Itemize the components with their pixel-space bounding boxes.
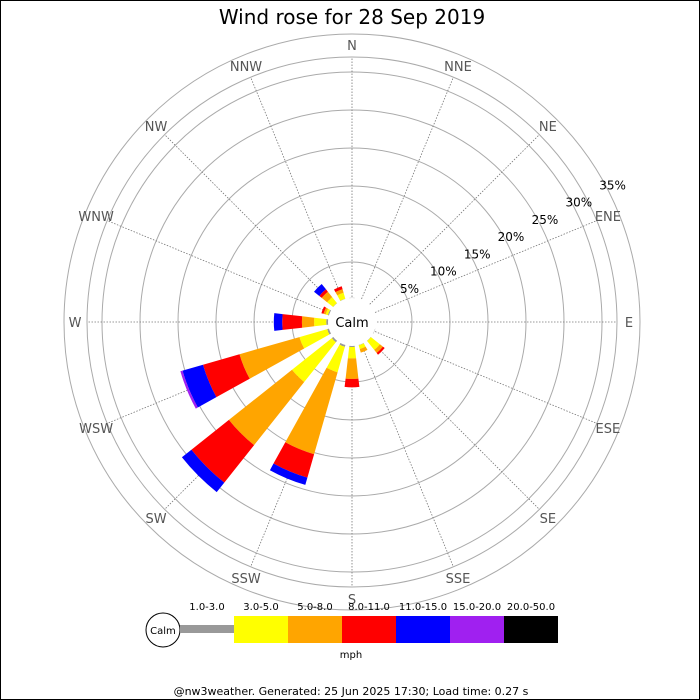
petal-ssw-bin-4 bbox=[269, 463, 308, 485]
dir-label-sse: SSE bbox=[446, 572, 471, 587]
legend-swatch-2 bbox=[288, 616, 342, 643]
petal-s-bin-3 bbox=[344, 378, 360, 388]
petal-wnw-bin-2 bbox=[323, 307, 329, 315]
legend-label-5: 15.0-20.0 bbox=[453, 602, 501, 613]
legend-unit-label: mph bbox=[340, 650, 362, 661]
petal-wnw-bin-1 bbox=[325, 308, 331, 316]
direction-labels: N NNE NE ENE E ESE SE SSE S SSW SW WSW W WNW NW NNW bbox=[69, 39, 634, 608]
dir-label-nne: NNE bbox=[444, 60, 472, 75]
petal-se-bin-3 bbox=[376, 346, 385, 355]
petal-sw-bin-4 bbox=[181, 449, 225, 493]
legend-label-1: 3.0-5.0 bbox=[243, 602, 278, 613]
petal-sw-bin-2 bbox=[228, 369, 305, 446]
petal-w-bin-4 bbox=[273, 313, 283, 331]
ring-label-15: 15% bbox=[464, 247, 491, 261]
dir-label-nnw: NNW bbox=[230, 60, 262, 75]
dir-label-s: S bbox=[348, 593, 356, 608]
petal-sse-bin-2 bbox=[359, 346, 368, 353]
chart-title: Wind rose for 28 Sep 2019 bbox=[219, 5, 485, 29]
ring-label-10: 10% bbox=[430, 265, 457, 279]
petal-sw-bin-1 bbox=[292, 338, 336, 382]
dir-label-wsw: WSW bbox=[79, 422, 113, 437]
dir-label-ene: ENE bbox=[595, 210, 621, 225]
legend-label-4: 11.0-15.0 bbox=[399, 602, 447, 613]
dir-label-w: W bbox=[69, 316, 82, 331]
ring-label-5: 5% bbox=[400, 282, 419, 296]
ring-label-20: 20% bbox=[498, 230, 525, 244]
legend-items: 1.0-3.0 3.0-5.0 5.0-8.0 8.0-11.0 11.0-15.0 15… bbox=[180, 602, 558, 643]
dir-label-e: E bbox=[625, 316, 633, 331]
ring-20 bbox=[177, 147, 527, 497]
petal-nw-bin-3 bbox=[319, 289, 328, 298]
petal-se-bin-1 bbox=[367, 337, 380, 350]
petal-wsw-bin-5 bbox=[180, 370, 198, 409]
dir-label-nw: NW bbox=[145, 120, 168, 135]
ring-label-25: 25% bbox=[532, 213, 559, 227]
ring-label-30: 30% bbox=[565, 196, 592, 210]
petal-sse-bin-1 bbox=[358, 343, 366, 349]
petal-wsw-bin-3 bbox=[203, 354, 250, 398]
dir-label-sw: SW bbox=[146, 512, 167, 527]
petal-ssw-bin-1 bbox=[326, 344, 345, 373]
dir-label-ese: ESE bbox=[596, 422, 621, 437]
petal-wsw-bin-4 bbox=[182, 364, 217, 408]
legend-label-2: 5.0-8.0 bbox=[297, 602, 332, 613]
calm-label: Calm bbox=[335, 316, 368, 331]
petal-sw-bin-3 bbox=[191, 419, 255, 483]
dir-label-ne: NE bbox=[539, 120, 557, 135]
ring-35 bbox=[63, 33, 641, 611]
petal-w-bin-3 bbox=[282, 314, 303, 330]
spoke-se bbox=[367, 337, 540, 510]
petal-wsw-bin-2 bbox=[239, 337, 305, 379]
spoke-ne bbox=[367, 134, 540, 307]
petal-s-bin-2 bbox=[345, 358, 359, 379]
petal-nnw-bin-1 bbox=[337, 292, 346, 301]
petal-nw-bin-2 bbox=[321, 291, 333, 303]
petal-nnw-bin-2 bbox=[335, 289, 344, 296]
wind-petals bbox=[180, 284, 385, 493]
petal-nw-bin-4 bbox=[314, 284, 326, 296]
legend-swatch-6 bbox=[504, 616, 558, 643]
spoke-nw bbox=[164, 134, 337, 307]
dir-label-wnw: WNW bbox=[78, 210, 114, 225]
footer-text: @nw3weather. Generated: 25 Jun 2025 17:3… bbox=[174, 685, 529, 698]
petal-nnw-bin-3 bbox=[334, 286, 343, 293]
ring-label-35: 35% bbox=[599, 178, 626, 192]
ring-outer bbox=[86, 56, 618, 588]
petal-nw-bin-1 bbox=[327, 297, 337, 307]
legend-calm-label: Calm bbox=[150, 626, 176, 637]
calm-circle bbox=[328, 298, 376, 346]
legend-swatch-4 bbox=[396, 616, 450, 643]
petal-w-bin-1 bbox=[314, 317, 327, 327]
petal-wsw-bin-1 bbox=[299, 329, 330, 349]
ring-labels: 5% 10% 15% 20% 25% 30% 35% bbox=[400, 178, 626, 295]
speed-legend: Calm 1.0-3.0 3.0-5.0 5.0-8.0 8.0-11.0 11.0-1… bbox=[145, 602, 558, 661]
dir-label-n: N bbox=[347, 39, 357, 54]
legend-swatch-1 bbox=[234, 616, 288, 643]
legend-swatch-3 bbox=[342, 616, 396, 643]
petal-s-bin-1 bbox=[347, 346, 357, 359]
petal-se-bin-2 bbox=[374, 344, 383, 353]
dir-label-se: SE bbox=[540, 512, 556, 527]
petal-wnw-bin-3 bbox=[321, 306, 327, 314]
petal-ssw-bin-2 bbox=[285, 367, 338, 455]
legend-label-6: 20.0-50.0 bbox=[507, 602, 555, 613]
petal-ssw-bin-3 bbox=[273, 442, 315, 478]
legend-label-0: 1.0-3.0 bbox=[189, 602, 224, 613]
legend-label-3: 8.0-11.0 bbox=[348, 602, 390, 613]
legend-swatch-5 bbox=[450, 616, 504, 643]
dir-label-ssw: SSW bbox=[231, 572, 261, 587]
legend-swatch-0 bbox=[180, 625, 234, 633]
petal-w-bin-2 bbox=[301, 316, 315, 328]
